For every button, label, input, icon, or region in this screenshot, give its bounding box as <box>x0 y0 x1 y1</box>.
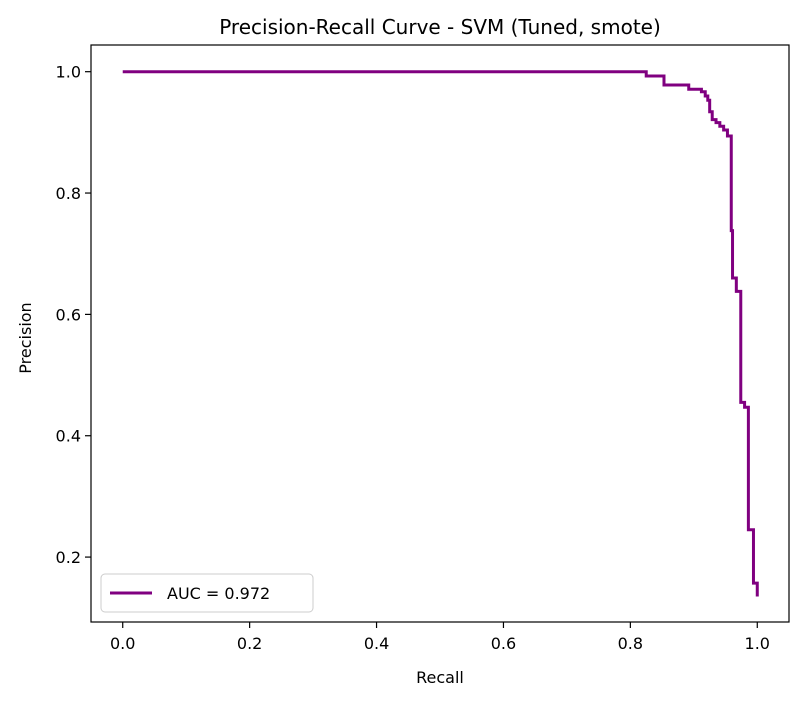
legend-box <box>100 573 314 613</box>
plot-area <box>90 44 790 623</box>
chart-title: Precision-Recall Curve - SVM (Tuned, smo… <box>219 15 661 39</box>
y-tick-label: 0.6 <box>56 305 81 324</box>
x-tick-label: 0.6 <box>491 634 516 653</box>
x-axis-ticks: 0.0 0.2 0.4 0.6 0.8 1.0 <box>110 622 770 653</box>
y-tick-label: 0.2 <box>56 548 81 567</box>
x-tick-label: 0.0 <box>110 634 135 653</box>
x-tick-label: 0.2 <box>237 634 262 653</box>
x-tick-label: 1.0 <box>745 634 770 653</box>
legend-label: AUC = 0.972 <box>167 584 270 603</box>
y-axis-ticks: 0.2 0.4 0.6 0.8 1.0 <box>56 63 91 567</box>
plot-frame <box>90 44 790 623</box>
y-axis-title: Precision <box>16 302 35 373</box>
y-tick-label: 0.4 <box>56 427 81 446</box>
legend: AUC = 0.972 <box>100 573 314 613</box>
y-tick-label: 0.8 <box>56 184 81 203</box>
series-line-0 <box>122 70 759 597</box>
y-tick-label: 1.0 <box>56 63 81 82</box>
x-axis-title: Recall <box>416 668 464 687</box>
x-tick-label: 0.8 <box>618 634 643 653</box>
x-tick-label: 0.4 <box>364 634 389 653</box>
